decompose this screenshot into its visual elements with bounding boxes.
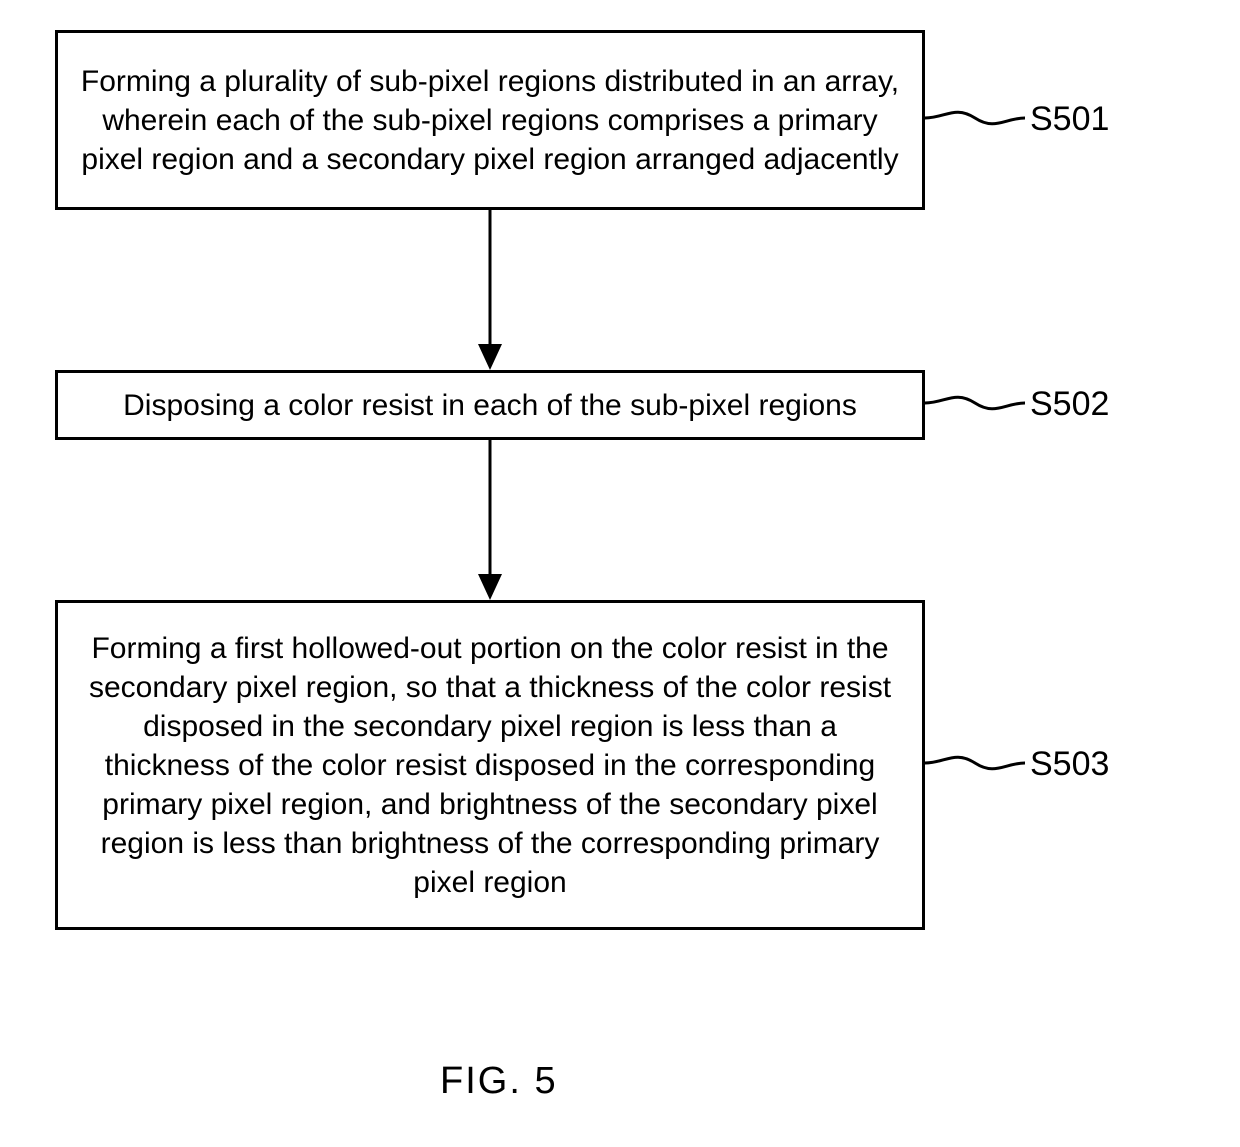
flow-step-label-s503: S503 [1030, 745, 1109, 784]
label-connector-s503 [925, 745, 1035, 785]
flow-step-s503: Forming a first hollowed-out portion on … [55, 600, 925, 930]
flow-step-text: Forming a plurality of sub-pixel regions… [78, 62, 902, 179]
flow-step-s502: Disposing a color resist in each of the … [55, 370, 925, 440]
label-connector-s502 [925, 385, 1035, 425]
flow-step-text: Forming a first hollowed-out portion on … [78, 629, 902, 902]
flow-step-label-s501: S501 [1030, 100, 1109, 139]
flowchart-canvas: Forming a plurality of sub-pixel regions… [0, 0, 1240, 1147]
flow-step-s501: Forming a plurality of sub-pixel regions… [55, 30, 925, 210]
flow-step-label-s502: S502 [1030, 385, 1109, 424]
label-connector-s501 [925, 100, 1035, 140]
arrow-s502-s503 [478, 440, 502, 600]
flow-step-text: Disposing a color resist in each of the … [123, 386, 857, 425]
figure-caption: FIG. 5 [440, 1060, 558, 1103]
arrow-s501-s502 [478, 210, 502, 370]
